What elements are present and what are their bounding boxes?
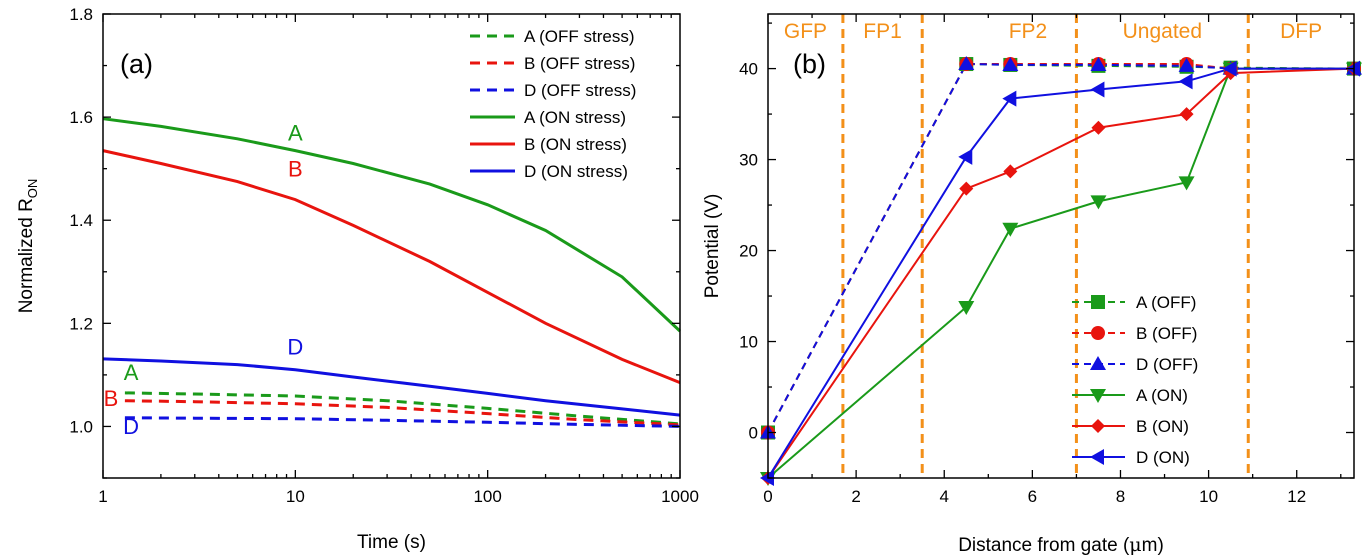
panel-b-x-tick-label: 4 xyxy=(940,487,949,506)
panel-b-legend-label-0: A (OFF) xyxy=(1136,293,1196,312)
panel-b-x-tick-label: 6 xyxy=(1028,487,1037,506)
panel-b-series-2 xyxy=(767,62,1354,433)
panel-b-point-5-2 xyxy=(1002,90,1017,107)
panel-b-point-4-3 xyxy=(1091,120,1106,135)
panel-a-series-0 xyxy=(124,391,681,426)
panel-b-series-5 xyxy=(767,67,1354,479)
panel-a-legend: A (OFF stress) B (OFF stress) D (OFF stres… xyxy=(470,27,636,181)
panel-b-legend: A (OFF) B (OFF) D (OFF) A (ON) B (ON) D (ON) xyxy=(1072,293,1198,467)
panel-b-x-tick-label: 12 xyxy=(1287,487,1306,506)
panel-b-legend-marker-5 xyxy=(1090,449,1104,465)
panel-b-x-tick-label: 0 xyxy=(763,487,772,506)
panel-b-series-4 xyxy=(767,67,1355,479)
panel-b-region-label-3: Ungated xyxy=(1123,20,1202,43)
panel-a-legend-label-3: A (ON stress) xyxy=(524,108,626,127)
panel-b-point-5-1 xyxy=(958,148,973,165)
panel-a-legend-label-0: A (OFF stress) xyxy=(524,27,635,46)
panel-a-series-1 xyxy=(124,399,681,427)
panel-a-x-tick-label: 1000 xyxy=(661,487,699,506)
panel-a-y-tick-label: 1.2 xyxy=(69,314,93,333)
panel-a-series-3 xyxy=(102,117,682,333)
panel-a-label: (a) xyxy=(120,49,153,79)
panel-a-x-tick-label: 10 xyxy=(286,487,305,506)
panel-a-y-tick-label: 1.6 xyxy=(69,108,93,127)
panel-b-point-3-2 xyxy=(1002,222,1019,237)
panel-b-point-2-1 xyxy=(958,56,975,71)
panel-b-y-tick-label: 0 xyxy=(749,424,758,443)
panel-b-point-3-1 xyxy=(958,300,975,315)
panel-b-point-5-0 xyxy=(760,470,774,486)
panel-a-y-tick-label: 1.8 xyxy=(69,5,93,24)
panel-a-y-tick-label: 1.0 xyxy=(69,417,93,436)
panel-b-point-2-2 xyxy=(1002,56,1019,71)
panel-b-point-4-2 xyxy=(1003,164,1018,179)
panel-b-y-tick-label: 10 xyxy=(739,333,758,352)
panel-b-y-tick-label: 20 xyxy=(739,242,758,261)
panel-b-point-4-4 xyxy=(1179,107,1194,122)
panel-b-legend-marker-0 xyxy=(1091,295,1105,309)
panel-a-legend-label-2: D (OFF stress) xyxy=(524,81,636,100)
panel-b-region-label-4: DFP xyxy=(1280,20,1322,43)
panel-b-legend-label-1: B (OFF) xyxy=(1136,324,1197,343)
panel-a-legend-label-4: B (ON stress) xyxy=(524,135,627,154)
panel-a-x-label: Time (s) xyxy=(357,532,426,553)
panel-b-legend-label-5: D (ON) xyxy=(1136,448,1190,467)
panel-b-region-label-0: GFP xyxy=(784,20,827,43)
panel-a-series-4 xyxy=(102,149,681,384)
panel-a-series-5 xyxy=(102,357,681,417)
panel-b-legend-marker-3 xyxy=(1090,389,1106,403)
panel-b-point-2-4 xyxy=(1178,57,1195,72)
panel-b-region-label-2: FP2 xyxy=(1009,20,1048,43)
panel-a-y-tick-label: 1.4 xyxy=(69,211,93,230)
panel-b-x-label-tail: m) xyxy=(1142,535,1164,556)
panel-b-legend-marker-1 xyxy=(1091,326,1105,340)
panel-a-frame xyxy=(102,13,681,479)
panel-b-series-3 xyxy=(767,67,1354,479)
panel-b-legend-label-4: B (ON) xyxy=(1136,417,1189,436)
panel-b-region-label-1: FP1 xyxy=(863,20,902,43)
panel-b-series-1 xyxy=(767,63,1354,433)
panel-b-x-label-symbol: μ xyxy=(1129,534,1141,556)
panel-b-x-tick-label: 2 xyxy=(851,487,860,506)
panel-b-frame xyxy=(767,13,1355,479)
panel-a-annotation-4: B xyxy=(104,386,119,411)
panel-b-y-tick-label: 40 xyxy=(739,60,758,79)
panel-a-annotation-2: D xyxy=(287,334,303,359)
panel-b-point-5-4 xyxy=(1178,73,1193,90)
panel-b: GFP FP1 FP2 Ungated DFP 0 2 4 6 8 10 12 0 10 20 30 40 Dis… xyxy=(702,13,1362,556)
panel-b-legend-label-2: D (OFF) xyxy=(1136,355,1198,374)
panel-b-point-2-3 xyxy=(1090,56,1107,71)
panel-a-annotation-1: B xyxy=(288,156,303,181)
panel-b-series-0 xyxy=(767,62,1355,433)
panel-b-legend-marker-2 xyxy=(1090,356,1106,370)
panel-a: 1 10 100 1000 1.0 1.2 1.4 1.6 1.8 Time (s) Normali… xyxy=(16,5,699,553)
panel-a-y-label: Normalized RON xyxy=(16,179,40,314)
panel-a-annotation-5: D xyxy=(123,414,139,439)
panel-b-point-3-4 xyxy=(1178,176,1195,191)
panel-b-y-tick-label: 30 xyxy=(739,151,758,170)
panel-b-x-tick-label: 8 xyxy=(1116,487,1125,506)
panel-b-x-tick-label: 10 xyxy=(1199,487,1218,506)
panel-a-y-label-sub: ON xyxy=(25,179,40,199)
panel-a-annotation-0: A xyxy=(288,120,303,145)
panel-a-series-2 xyxy=(124,416,681,428)
panel-b-point-4-1 xyxy=(959,181,974,196)
panel-a-x-tick-label: 100 xyxy=(473,487,501,506)
panel-a-legend-label-5: D (ON stress) xyxy=(524,162,628,181)
panel-b-point-5-3 xyxy=(1090,81,1105,98)
panel-a-x-tick-label: 1 xyxy=(98,487,107,506)
panel-b-point-3-3 xyxy=(1090,195,1107,210)
panel-a-annotation-3: A xyxy=(124,360,139,385)
panel-b-label: (b) xyxy=(793,49,826,79)
panel-a-legend-label-1: B (OFF stress) xyxy=(524,54,635,73)
panel-b-x-label: Distance from gate (μm) xyxy=(958,534,1164,556)
panel-b-point-5-5 xyxy=(1222,60,1237,77)
panel-b-legend-label-3: A (ON) xyxy=(1136,386,1188,405)
panel-b-y-label: Potential (V) xyxy=(702,194,723,299)
panel-b-legend-marker-4 xyxy=(1091,419,1105,433)
